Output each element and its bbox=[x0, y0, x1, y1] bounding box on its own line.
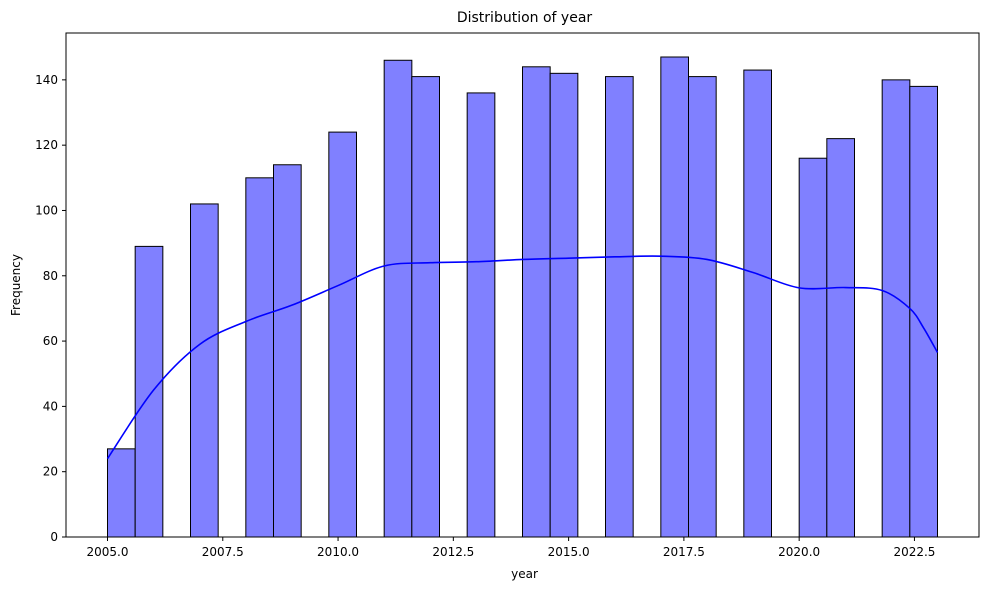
x-tick-label: 2015.0 bbox=[548, 545, 590, 559]
histogram-bar bbox=[743, 69, 773, 538]
y-tick-label: 100 bbox=[35, 203, 58, 217]
x-axis-label: year bbox=[511, 567, 538, 581]
histogram-bar bbox=[411, 76, 440, 538]
x-tick-label: 2017.5 bbox=[663, 545, 705, 559]
histogram-bar bbox=[688, 76, 717, 538]
x-tick-label: 2005.0 bbox=[87, 545, 129, 559]
histogram-bar bbox=[245, 177, 275, 538]
y-tick-label: 40 bbox=[43, 399, 58, 413]
plot-frame bbox=[65, 32, 980, 538]
chart-title: Distribution of year bbox=[457, 10, 593, 26]
histogram-bar bbox=[522, 66, 551, 538]
histogram-bar bbox=[273, 164, 302, 538]
y-tick-label: 60 bbox=[43, 334, 58, 348]
histogram-bar bbox=[909, 85, 939, 538]
histogram-bar bbox=[605, 76, 634, 538]
y-axis-label: Frequency bbox=[9, 254, 23, 316]
x-tick-label: 2012.5 bbox=[432, 545, 474, 559]
x-tick-label: 2022.5 bbox=[893, 545, 935, 559]
histogram-bar bbox=[798, 157, 828, 538]
histogram-bar bbox=[383, 59, 413, 538]
ticks-layer: 2005.0 2007.5 2010.0 2012.5 2015.0 2017.5 2020… bbox=[35, 73, 935, 559]
histogram-bar bbox=[134, 245, 164, 538]
kde-curve bbox=[106, 255, 939, 460]
histogram-bar bbox=[107, 448, 136, 538]
histogram-bar bbox=[466, 92, 496, 538]
histogram-bar bbox=[190, 203, 219, 538]
histogram-bar bbox=[826, 138, 856, 538]
x-tick-label: 2020.0 bbox=[778, 545, 820, 559]
y-tick-label: 80 bbox=[43, 269, 58, 283]
axes-layer bbox=[65, 32, 980, 538]
y-tick-label: 120 bbox=[35, 138, 58, 152]
y-tick-label: 0 bbox=[50, 530, 58, 544]
kde-layer bbox=[106, 255, 939, 460]
histogram-bar bbox=[549, 72, 579, 538]
bars-layer bbox=[107, 56, 939, 538]
histogram-bar bbox=[328, 131, 357, 538]
histogram-bar bbox=[881, 79, 911, 538]
x-tick-label: 2007.5 bbox=[202, 545, 244, 559]
histogram-bar bbox=[660, 56, 690, 538]
x-tick-label: 2010.0 bbox=[317, 545, 359, 559]
y-tick-label: 20 bbox=[43, 465, 58, 479]
y-tick-label: 140 bbox=[35, 73, 58, 87]
